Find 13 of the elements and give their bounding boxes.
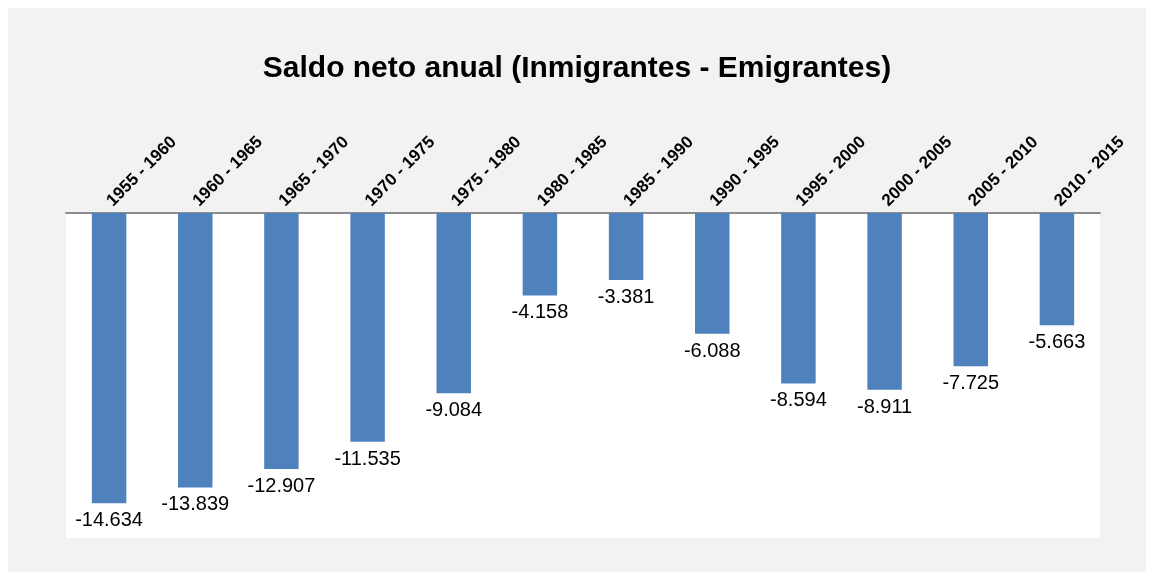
data-label: -9.084	[425, 398, 483, 421]
data-label: -4.158	[511, 300, 569, 323]
data-label: -8.594	[770, 388, 827, 411]
data-label: -14.634	[75, 508, 144, 531]
data-label: -6.088	[683, 338, 741, 361]
chart-title: Saldo neto anual (Inmigrantes - Emigrantes)	[262, 49, 892, 83]
data-label: -3.381	[597, 285, 655, 308]
data-label: -7.725	[942, 371, 1000, 394]
data-label: -8.911	[856, 394, 913, 417]
data-label: -11.535	[334, 446, 401, 469]
data-label: -5.663	[1028, 330, 1086, 353]
data-label: -13.839	[161, 492, 230, 515]
data-label: -12.907	[247, 473, 316, 496]
